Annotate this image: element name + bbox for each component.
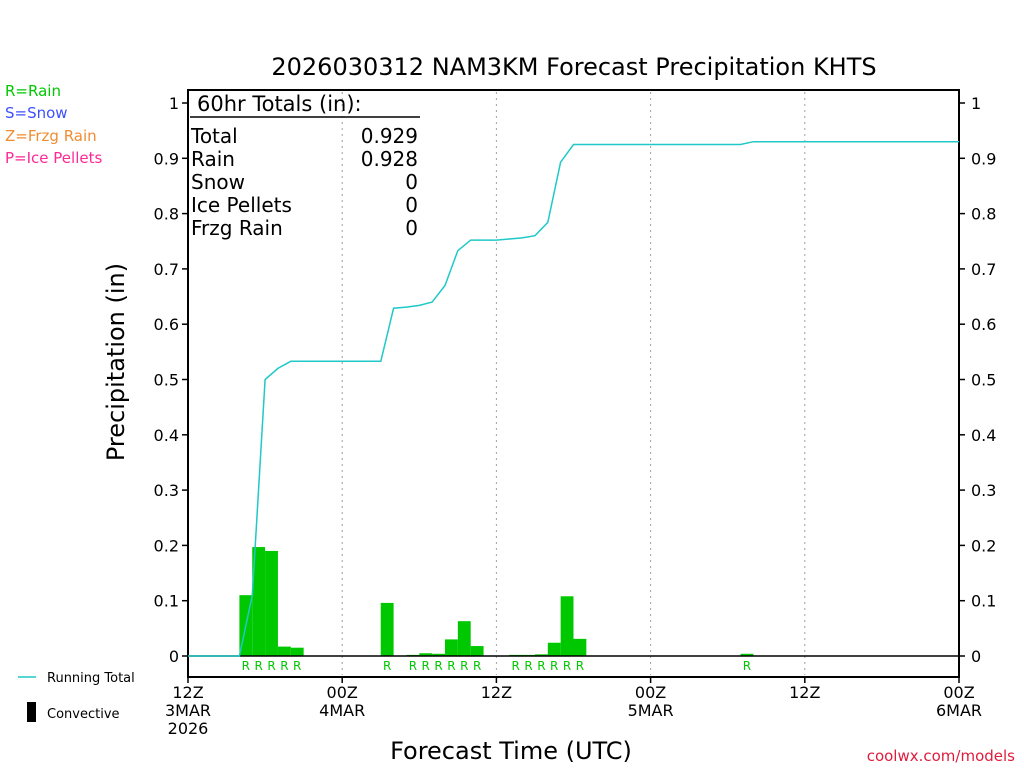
totals-value-frzg-rain: 0 — [405, 216, 418, 240]
totals-value-total: 0.929 — [361, 124, 418, 148]
precip-bar — [265, 550, 278, 656]
totals-label-frzg-rain: Frzg Rain — [191, 216, 283, 240]
precip-bar — [445, 639, 458, 656]
y-tick-label-right: 0.4 — [971, 426, 996, 445]
x-tick-label: 5MAR — [628, 701, 674, 720]
totals-label-ice-pellets: Ice Pellets — [191, 193, 292, 217]
x-tick-label: 12Z — [172, 683, 203, 702]
running-total-line — [188, 140, 959, 657]
precip-bar — [470, 646, 484, 656]
precip-bar — [252, 547, 266, 656]
ptype-label: R — [473, 659, 481, 673]
y-tick-label-left: 0.9 — [154, 149, 179, 168]
ptype-label: R — [434, 659, 442, 673]
x-tick-label: 3MAR — [165, 701, 211, 720]
precip-bar — [419, 653, 433, 656]
legend-rain: R=Rain — [5, 82, 61, 100]
ptype-label: R — [524, 659, 532, 673]
y-tick-label-left: 0.5 — [154, 371, 179, 390]
grid-layer — [341, 92, 806, 675]
chart-title: 2026030312 NAM3KM Forecast Precipitation… — [271, 53, 876, 81]
y-tick-label-right: 0.7 — [971, 260, 996, 279]
x-tick-label: 6MAR — [936, 701, 982, 720]
y-tick-label-right: 0.2 — [971, 536, 996, 555]
y-tick-label-right: 0.3 — [971, 481, 996, 500]
ptype-label: R — [537, 659, 545, 673]
y-tick-label-right: 0 — [971, 647, 981, 666]
ptype-label: R — [563, 659, 571, 673]
ptype-label: R — [447, 659, 455, 673]
ptype-label: R — [550, 659, 558, 673]
ptype-label: R — [383, 659, 391, 673]
totals-box: 60hr Totals (in): Total 0.929 Rain 0.928… — [190, 92, 420, 240]
y-tick-label-right: 0.8 — [971, 205, 996, 224]
y-tick-label-right: 0.6 — [971, 315, 996, 334]
x-tick-label: 00Z — [327, 683, 358, 702]
legend-ice-pellets: P=Ice Pellets — [5, 149, 102, 167]
x-tick-label: 12Z — [481, 683, 512, 702]
convective-legend-swatch — [27, 702, 36, 722]
credit-text: coolwx.com/models — [867, 747, 1015, 765]
legend-frzg-rain: Z=Frzg Rain — [5, 127, 97, 145]
legend-snow: S=Snow — [5, 104, 68, 122]
totals-value-snow: 0 — [405, 170, 418, 194]
y-tick-label-left: 0.7 — [154, 260, 179, 279]
ptype-label: R — [512, 659, 520, 673]
x-tick-label: 00Z — [635, 683, 666, 702]
precip-bar — [277, 646, 291, 656]
y-tick-label-right: 0.5 — [971, 371, 996, 390]
precip-bar — [560, 596, 574, 656]
totals-label-total: Total — [190, 124, 238, 148]
ptype-label: R — [422, 659, 430, 673]
ptype-label: R — [460, 659, 468, 673]
ptype-label: R — [293, 659, 301, 673]
totals-header: 60hr Totals (in): — [197, 92, 362, 116]
ptype-label: R — [409, 659, 417, 673]
x-tick-label: 12Z — [789, 683, 820, 702]
precip-bar — [457, 621, 471, 656]
ptype-label: R — [242, 659, 250, 673]
y-tick-label-left: 0.2 — [154, 536, 179, 555]
y-tick-label-right: 0.1 — [971, 592, 996, 611]
y-tick-label-left: 0.1 — [154, 592, 179, 611]
precip-bar — [380, 602, 394, 656]
x-tick-label: 00Z — [943, 683, 974, 702]
precip-bar — [534, 654, 548, 656]
plot-frame — [187, 89, 960, 678]
x-tick-label: 4MAR — [319, 701, 365, 720]
y-tick-label-left: 0.4 — [154, 426, 179, 445]
precip-bar — [290, 647, 304, 656]
ptype-label: R — [280, 659, 288, 673]
y-axis-label: Precipitation (in) — [102, 263, 130, 461]
y-tick-label-left: 0.6 — [154, 315, 179, 334]
y-tick-label-left: 1 — [169, 94, 179, 113]
ptype-label: R — [576, 659, 584, 673]
bars-layer — [239, 547, 754, 656]
precip-bar — [432, 653, 445, 656]
y-axis-ticks: 0 00.1 0.10.2 0.20.3 0.30.4 0.40.5 0.50.6 0.60.… — [154, 94, 997, 666]
y-tick-label-right: 1 — [971, 94, 981, 113]
totals-value-ice-pellets: 0 — [405, 193, 418, 217]
y-tick-label-left: 0.3 — [154, 481, 179, 500]
totals-label-rain: Rain — [191, 147, 235, 171]
y-tick-label-left: 0 — [169, 647, 179, 666]
x-tick-label: 2026 — [168, 719, 209, 738]
totals-value-rain: 0.928 — [361, 147, 418, 171]
x-axis-label: Forecast Time (UTC) — [390, 737, 632, 765]
precip-bar — [573, 638, 587, 656]
ptype-label: R — [267, 659, 275, 673]
ptype-label: R — [255, 659, 263, 673]
y-tick-label-right: 0.9 — [971, 149, 996, 168]
precip-bar — [740, 653, 754, 656]
y-tick-label-left: 0.8 — [154, 205, 179, 224]
convective-legend-label: Convective — [47, 707, 120, 722]
ptype-label: R — [743, 659, 751, 673]
running-total-legend-label: Running Total — [47, 671, 135, 686]
precip-bar — [547, 642, 561, 656]
totals-label-snow: Snow — [191, 170, 245, 194]
